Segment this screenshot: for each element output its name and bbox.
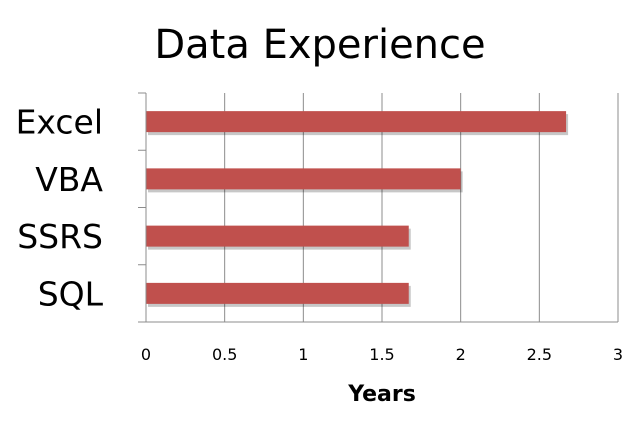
x-tick-label: 2 <box>456 345 466 364</box>
x-tick-label: 2.5 <box>527 345 552 364</box>
x-axis-title: Years <box>347 382 416 407</box>
category-label: Excel <box>16 103 103 142</box>
bar <box>146 225 409 247</box>
category-labels: Excel VBA SSRS SQL <box>16 103 104 314</box>
category-label: SQL <box>38 274 104 313</box>
axes <box>138 92 618 323</box>
x-tick-label: 0.5 <box>212 345 237 364</box>
x-tick-label: 3 <box>613 345 623 364</box>
x-tick-label: 0 <box>141 345 151 364</box>
bar <box>146 111 567 133</box>
bar <box>146 282 409 304</box>
bar <box>146 168 461 190</box>
bars <box>146 111 569 307</box>
x-tick-label: 1.5 <box>369 345 394 364</box>
chart-title: Data Experience <box>154 22 485 68</box>
x-tick-label: 1 <box>298 345 308 364</box>
x-tick-labels: 0 0.5 1 1.5 2 2.5 3 <box>141 345 623 364</box>
category-label: SSRS <box>17 217 103 256</box>
category-label: VBA <box>35 160 103 199</box>
